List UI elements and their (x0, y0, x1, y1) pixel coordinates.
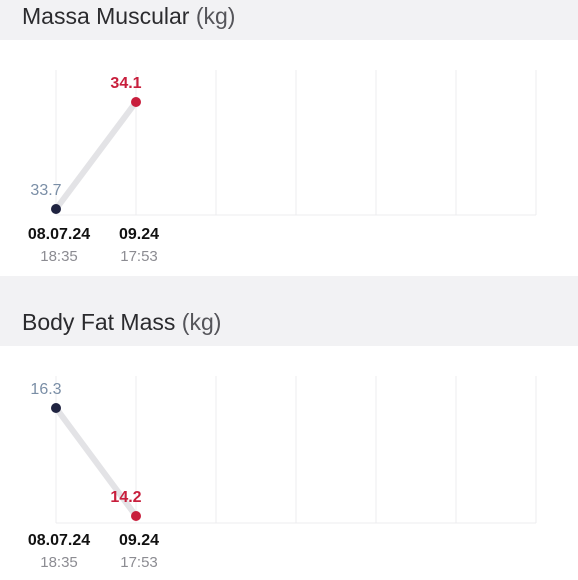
muscle-mass-tick-time-1: 17:53 (120, 248, 158, 265)
muscle-mass-unit: (kg) (195, 3, 236, 29)
muscle-mass-value-label-1: 34.1 (110, 75, 141, 92)
muscle-mass-chart-card: 33.7 34.1 08.07.24 18:35 09.24 17:53 (0, 40, 578, 276)
muscle-mass-tick-time-0: 18:35 (40, 248, 78, 265)
body-fat-chart: 16.3 14.2 (30, 376, 537, 524)
muscle-mass-point-1[interactable] (131, 97, 141, 107)
body-fat-tick-date-0: 08.07.24 (27, 532, 91, 549)
muscle-mass-tick-date-1: 09.24 (118, 226, 160, 243)
body-fat-unit: (kg) (181, 309, 222, 335)
body-fat-value-label-0: 16.3 (30, 381, 61, 398)
body-fat-title: Body Fat Mass (kg) (22, 309, 221, 336)
body-fat-header: Body Fat Mass (kg) (0, 276, 578, 346)
body-fat-title-text: Body Fat Mass (22, 309, 176, 335)
body-fat-point-0[interactable] (51, 403, 61, 413)
muscle-mass-value-label-0: 33.7 (30, 182, 61, 199)
muscle-mass-header: Massa Muscular (kg) (0, 0, 578, 40)
muscle-mass-title: Massa Muscular (kg) (22, 3, 235, 30)
body-fat-chart-card: 16.3 14.2 08.07.24 18:35 09.24 17:53 (0, 346, 578, 580)
muscle-mass-series-line (53, 99, 139, 212)
body-fat-point-1[interactable] (131, 511, 141, 521)
muscle-mass-chart: 33.7 34.1 (30, 70, 537, 216)
body-fat-tick-time-1: 17:53 (120, 554, 158, 571)
muscle-mass-point-0[interactable] (51, 204, 61, 214)
body-fat-tick-date-1: 09.24 (118, 532, 160, 549)
body-fat-series-line (53, 405, 139, 519)
muscle-mass-title-text: Massa Muscular (22, 3, 190, 29)
body-fat-tick-time-0: 18:35 (40, 554, 78, 571)
body-fat-value-label-1: 14.2 (110, 489, 141, 506)
muscle-mass-tick-date-0: 08.07.24 (27, 226, 91, 243)
